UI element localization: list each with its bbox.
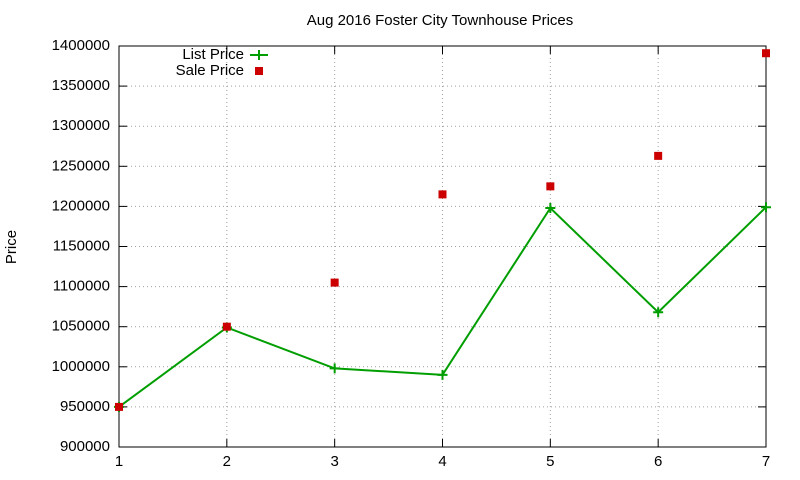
x-tick-label: 1	[115, 453, 123, 470]
point	[545, 203, 556, 214]
y-tick-label: 1000000	[52, 358, 110, 375]
point	[761, 202, 771, 213]
y-tick-label: 1200000	[52, 197, 110, 214]
y-axis-label: Price	[3, 230, 20, 264]
legend-label: List Price	[182, 46, 244, 63]
x-tick-label: 3	[330, 453, 338, 470]
y-tick-label: 950000	[60, 398, 110, 415]
plot-border	[118, 45, 767, 448]
x-tick-label: 4	[438, 453, 446, 470]
point	[762, 49, 770, 58]
y-tick-label: 1150000	[53, 237, 110, 254]
x-tick-label: 2	[223, 453, 231, 470]
x-tick-label: 5	[546, 453, 554, 470]
point	[438, 190, 447, 199]
x-tick-label: 7	[762, 453, 770, 470]
y-tick-label: 1100000	[53, 278, 110, 295]
y-tick-label: 900000	[60, 438, 110, 455]
legend-marker	[255, 67, 263, 75]
x-tick-label: 6	[654, 453, 662, 470]
y-tick-label: 1300000	[52, 117, 110, 134]
point	[437, 369, 448, 380]
point	[222, 322, 231, 331]
point	[329, 363, 340, 374]
y-tick-label: 1250000	[52, 157, 110, 174]
point	[115, 402, 123, 411]
y-tick-label: 1400000	[52, 37, 110, 54]
legend-label: Sale Price	[176, 62, 244, 79]
legend-marker	[254, 50, 264, 60]
point	[330, 278, 339, 287]
point	[654, 151, 663, 160]
point	[653, 307, 664, 318]
y-tick-label: 1350000	[52, 77, 110, 94]
chart-title: Aug 2016 Foster City Townhouse Prices	[307, 12, 574, 29]
y-tick-label: 1050000	[52, 318, 110, 335]
point	[546, 182, 555, 191]
